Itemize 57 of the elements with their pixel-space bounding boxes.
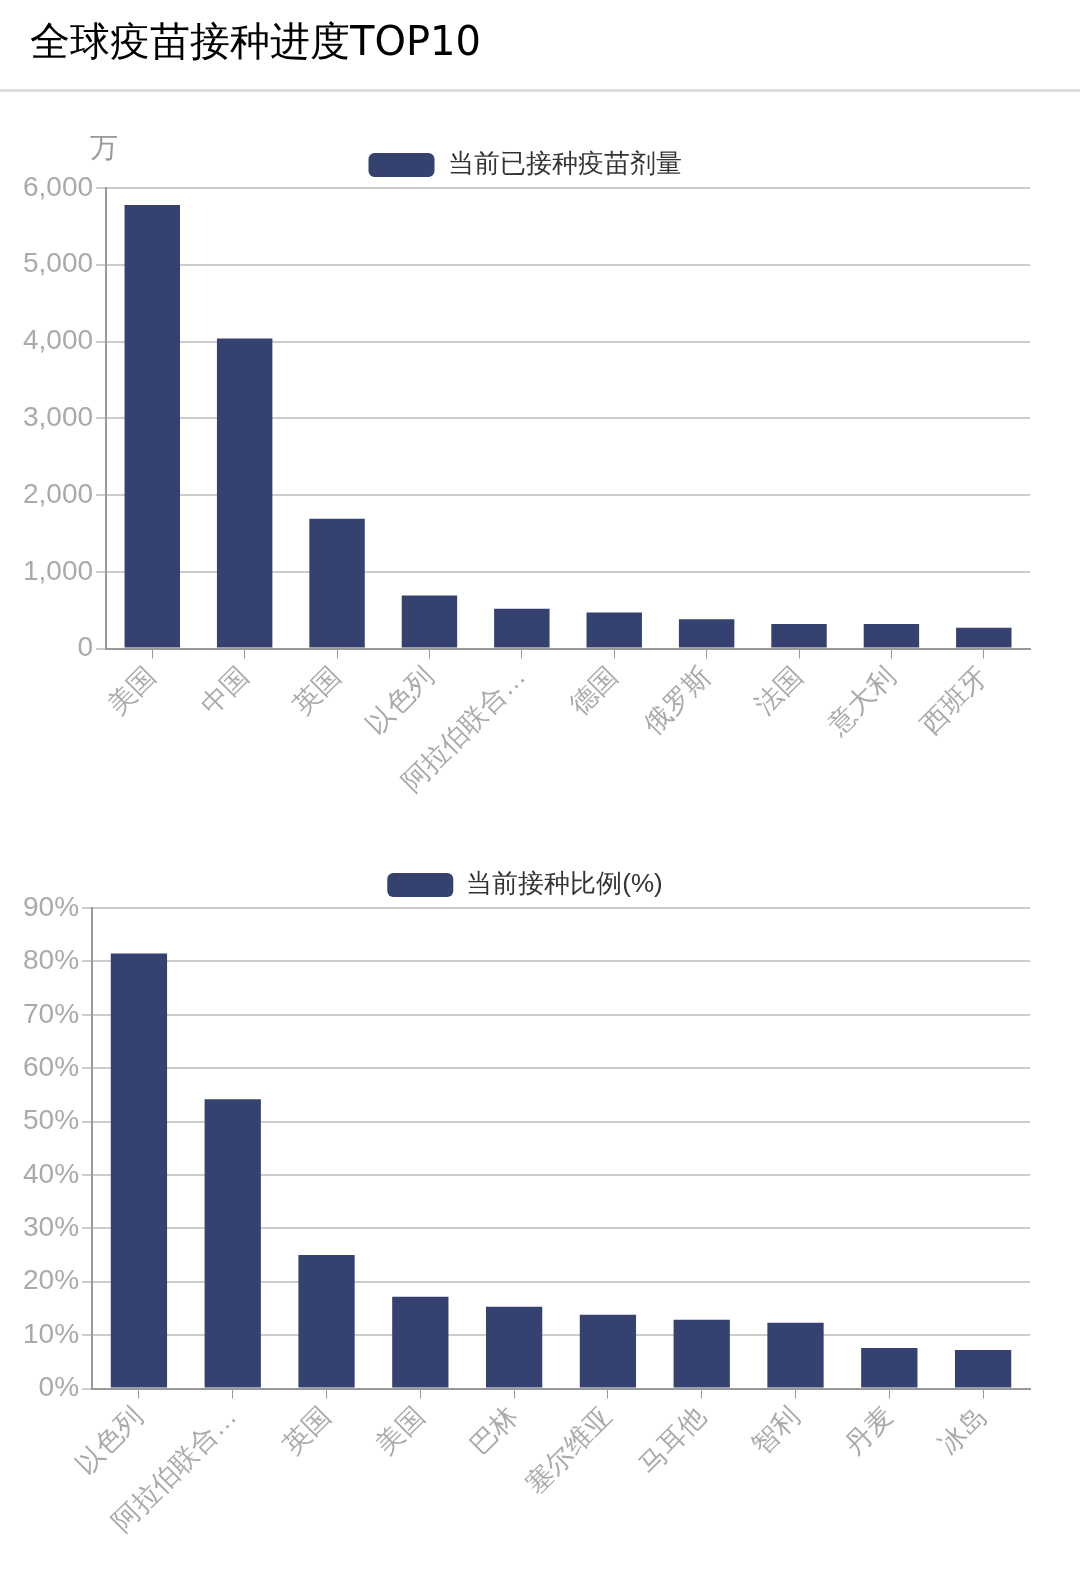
y-tick-label: 1,000 [22, 554, 94, 586]
y-tick-label: 6,000 [22, 170, 94, 202]
x-tick-label: 俄罗斯 [637, 661, 717, 740]
bar [124, 204, 180, 648]
y-tick-label: 5,000 [22, 247, 94, 279]
x-tick-label: 美国 [370, 1401, 430, 1461]
y-tick-label: 90% [22, 890, 80, 922]
bar [392, 1296, 449, 1388]
y-tick-label: 20% [22, 1264, 80, 1296]
bar [861, 1347, 918, 1388]
chart-title: 全球疫苗接种进度TOP10 [0, 0, 1080, 92]
y-tick-label: 80% [22, 944, 80, 976]
y-tick-label: 10% [22, 1317, 80, 1349]
bar [767, 1322, 824, 1388]
bar [678, 619, 735, 648]
y-tick-label: 2,000 [22, 477, 94, 509]
x-tick-label: 以色列 [360, 661, 439, 740]
x-tick-label: 法国 [749, 661, 809, 721]
y-tick-label: 30% [22, 1211, 80, 1243]
y-tick-label: 40% [22, 1157, 80, 1189]
x-tick-label: 美国 [102, 661, 162, 721]
legend-label: 当前已接种疫苗剂量 [447, 148, 682, 179]
x-tick-label: 德国 [564, 661, 624, 721]
x-tick-label: 智利 [745, 1401, 806, 1461]
x-tick-label: 中国 [194, 661, 255, 721]
bar [579, 1314, 637, 1388]
bar [216, 338, 273, 648]
legend-label: 当前接种比例(%) [466, 868, 663, 899]
bar [110, 953, 168, 1388]
bar [204, 1099, 261, 1388]
x-tick-label: 马耳他 [632, 1401, 712, 1480]
bar [586, 612, 642, 648]
bar [771, 623, 827, 648]
x-tick-label: 英国 [276, 1401, 337, 1461]
x-tick-label: 意大利 [821, 661, 901, 741]
bar [485, 1306, 543, 1388]
y-tick-label: 70% [22, 997, 80, 1029]
y-tick-label: 4,000 [22, 324, 94, 356]
bar [494, 608, 550, 648]
bar [401, 595, 458, 648]
x-tick-label: 冰岛 [933, 1401, 993, 1461]
x-tick-label: 英国 [287, 661, 347, 721]
bar [954, 1350, 1012, 1388]
y-axis-title: 万 [90, 131, 119, 165]
bar [298, 1255, 355, 1388]
x-tick-label: 西班牙 [914, 661, 994, 740]
y-tick-label: 0% [38, 1371, 80, 1403]
bar [863, 623, 920, 648]
y-tick-label: 60% [22, 1050, 80, 1082]
x-tick-label: 丹麦 [839, 1401, 899, 1461]
bar [956, 627, 1012, 648]
bar [673, 1319, 730, 1388]
bar [309, 518, 365, 648]
y-tick-label: 0 [77, 631, 94, 663]
y-tick-label: 3,000 [22, 400, 94, 432]
y-tick-label: 50% [22, 1104, 80, 1136]
x-tick-label: 以色列 [69, 1401, 149, 1480]
